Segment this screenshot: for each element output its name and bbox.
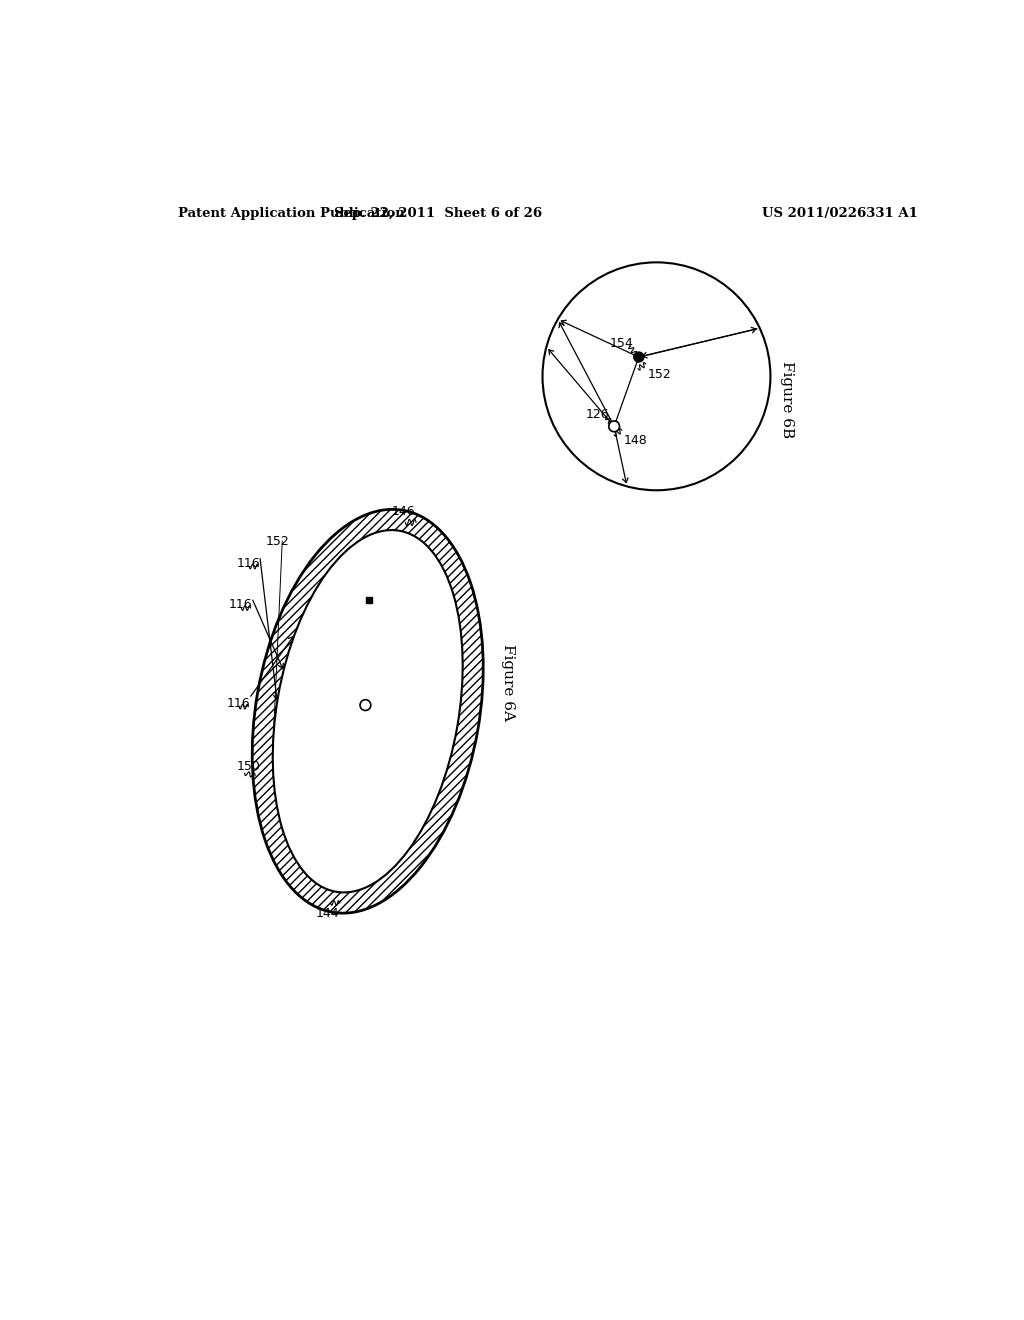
Text: 152: 152	[265, 535, 289, 548]
Text: 148: 148	[375, 713, 398, 726]
Circle shape	[608, 421, 620, 432]
Text: 116: 116	[226, 697, 251, 710]
Text: Figure 6A: Figure 6A	[501, 644, 515, 721]
Text: 134: 134	[317, 702, 341, 715]
Text: 146: 146	[391, 506, 415, 519]
Text: 152: 152	[648, 367, 672, 380]
Text: Sep. 22, 2011  Sheet 6 of 26: Sep. 22, 2011 Sheet 6 of 26	[335, 207, 543, 220]
Circle shape	[634, 352, 644, 362]
Text: Figure 6B: Figure 6B	[780, 360, 795, 438]
Text: Patent Application Publication: Patent Application Publication	[178, 207, 406, 220]
Text: 144: 144	[315, 907, 339, 920]
Bar	[367, 597, 373, 603]
Circle shape	[360, 700, 371, 710]
Text: 116: 116	[237, 557, 260, 570]
Ellipse shape	[272, 531, 463, 892]
Text: US 2011/0226331 A1: US 2011/0226331 A1	[762, 207, 918, 220]
Text: 150: 150	[237, 760, 261, 774]
Text: 154: 154	[401, 609, 425, 622]
Text: 116: 116	[229, 598, 253, 611]
Text: 126: 126	[329, 694, 352, 708]
Text: 154: 154	[610, 337, 634, 350]
Text: 134: 134	[317, 681, 341, 694]
Text: 126: 126	[586, 408, 609, 421]
Text: 148: 148	[624, 434, 647, 446]
